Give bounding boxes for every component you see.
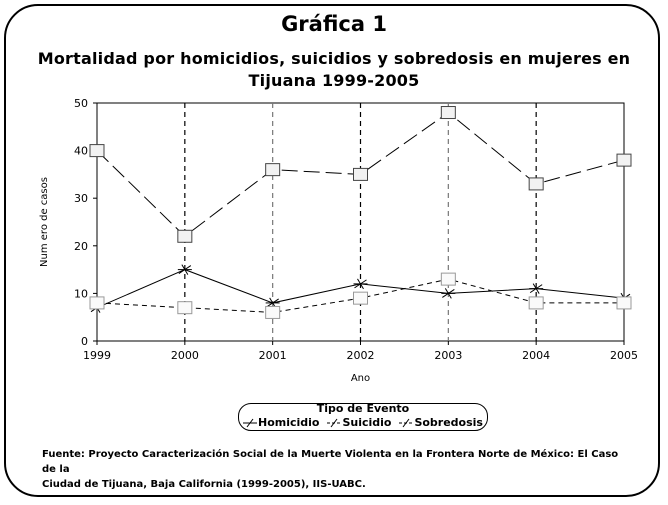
data-point-suicidio — [528, 296, 544, 310]
legend-item-homicidio: Homicidio — [243, 416, 320, 429]
legend-label: Homicidio — [258, 416, 320, 429]
data-point-sobredosis — [353, 167, 368, 181]
data-point-suicidio — [177, 301, 193, 315]
y-tick-label: 0 — [81, 335, 88, 348]
data-point-sobredosis — [440, 106, 456, 120]
legend-item-sobredosis: Sobredosis — [399, 416, 483, 429]
data-point-homicidio — [529, 283, 544, 294]
y-tick-label: 30 — [74, 192, 88, 205]
legend-label: Sobredosis — [414, 416, 483, 429]
chart-frame — [4, 4, 660, 497]
data-point-sobredosis — [177, 229, 193, 243]
y-tick-label: 20 — [74, 240, 88, 253]
source-note: Fuente: Proyecto Caracterización Social … — [42, 447, 622, 492]
legend-swatch — [399, 418, 414, 427]
data-point-suicidio — [353, 291, 368, 305]
data-point-homicidio — [177, 264, 192, 275]
subtitle-line-1: Mortalidad por homicidios, suicidios y s… — [37, 49, 631, 68]
legend-swatch — [243, 418, 257, 427]
chart-subtitle: Mortalidad por homicidios, suicidios y s… — [20, 48, 648, 92]
y-axis-label: Num ero de casos — [39, 177, 50, 267]
data-point-suicidio — [440, 272, 456, 286]
legend-swatch-marker — [331, 418, 338, 427]
data-point-suicidio — [265, 305, 281, 319]
data-point-homicidio — [441, 288, 456, 299]
x-tick-label: 2004 — [522, 349, 550, 362]
data-point-sobredosis — [528, 177, 544, 191]
legend-title: Tipo de Evento — [316, 402, 410, 415]
data-point-sobredosis — [89, 144, 105, 158]
data-point-sobredosis — [265, 163, 281, 177]
source-line-1: Fuente: Proyecto Caracterización Social … — [42, 449, 619, 475]
y-tick-label: 10 — [74, 287, 88, 300]
data-point-suicidio — [616, 296, 632, 310]
legend-item-suicidio: Suicidio — [327, 416, 391, 429]
x-tick-label: 1999 — [83, 349, 111, 362]
data-point-sobredosis — [616, 153, 632, 167]
chart-title: Gráfica 1 — [281, 12, 387, 36]
legend-swatch-marker — [403, 418, 410, 427]
source-line-2: Ciudad de Tijuana, Baja California (1999… — [42, 479, 366, 490]
x-tick-label: 2003 — [434, 349, 462, 362]
y-tick-label: 40 — [74, 145, 88, 158]
legend-items: Homicidio Suicidio Sobredosis — [243, 416, 483, 429]
x-tick-label: 2002 — [347, 349, 375, 362]
x-tick-label: 2000 — [171, 349, 199, 362]
x-tick-label: 2001 — [259, 349, 287, 362]
data-point-homicidio — [353, 278, 368, 290]
legend-label: Suicidio — [342, 416, 392, 429]
x-axis-label: Ano — [351, 373, 370, 384]
x-tick-label: 2005 — [610, 349, 638, 362]
y-tick-label: 50 — [74, 97, 88, 110]
legend-swatch-marker — [246, 418, 254, 427]
subtitle-line-2: Tijuana 1999-2005 — [248, 71, 420, 90]
legend: Tipo de Evento Homicidio Suicidio Sobredos… — [238, 402, 488, 431]
legend-swatch — [327, 418, 342, 427]
data-point-suicidio — [89, 296, 105, 310]
